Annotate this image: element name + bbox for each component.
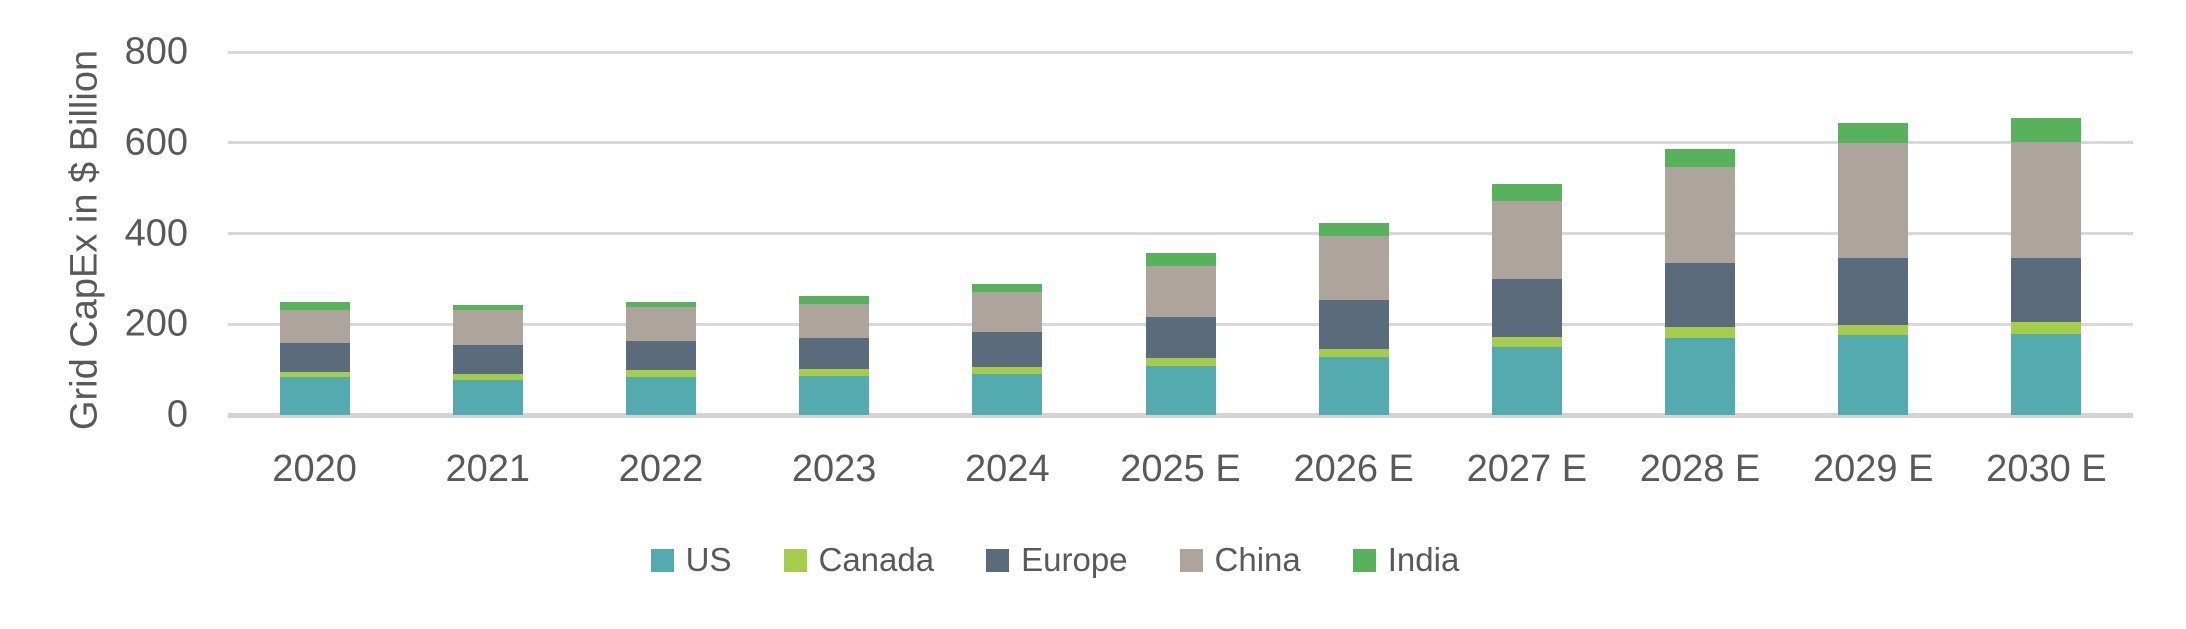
bar-segment-2023-india <box>799 295 870 304</box>
bar-segment-2020-us <box>279 377 350 415</box>
bar-segment-2029-e-europe <box>1838 258 1909 325</box>
bar-segment-2024-india <box>972 284 1043 293</box>
bar-segment-2023-canada <box>799 369 870 376</box>
bar-segment-2023-europe <box>799 337 870 370</box>
y-tick-label-400: 400 <box>124 212 188 254</box>
bar-segment-2020-china <box>279 309 350 344</box>
bar-segment-2028-e-europe <box>1665 262 1736 327</box>
x-tick-label-2023: 2023 <box>791 448 877 490</box>
bar-segment-2030-e-europe <box>2011 257 2082 323</box>
legend-item-europe: Europe <box>986 541 1128 579</box>
legend-item-canada: Canada <box>783 541 935 579</box>
bar-segment-2027-e-india <box>1491 184 1562 201</box>
bar-segment-2024-canada <box>972 367 1043 375</box>
bar-segment-2026-e-canada <box>1318 348 1389 357</box>
bar-segment-2022-europe <box>625 341 696 371</box>
x-axis-baseline <box>228 412 2133 418</box>
bar-segment-2027-e-europe <box>1491 279 1562 337</box>
bar-segment-2021-china <box>452 310 523 346</box>
legend-label-india: India <box>1387 541 1460 578</box>
legend-item-us: US <box>650 541 732 579</box>
x-tick-label-2030-e: 2030 E <box>1986 448 2107 490</box>
legend: US Canada Europe China India <box>0 541 2148 579</box>
x-tick-label-2022: 2022 <box>618 448 704 490</box>
bar-segment-2025-e-europe <box>1145 317 1216 358</box>
bar-segment-2020-india <box>279 302 350 310</box>
bar-segment-2029-e-canada <box>1838 324 1909 335</box>
bar-segment-2024-us <box>972 374 1043 415</box>
bar-segment-2029-e-india <box>1838 123 1909 144</box>
gridline-600 <box>228 141 2133 145</box>
bar-segment-2025-e-india <box>1145 253 1216 266</box>
legend-label-us: US <box>685 541 732 578</box>
bar-segment-2028-e-china <box>1665 166 1736 263</box>
y-tick-label-200: 200 <box>124 302 188 345</box>
y-tick-label-0: 0 <box>166 393 188 436</box>
bar-segment-2029-e-china <box>1838 143 1909 258</box>
x-tick-label-2021: 2021 <box>445 448 531 490</box>
bar-segment-2028-e-us <box>1665 337 1736 415</box>
y-tick-label-600: 600 <box>124 121 188 164</box>
bar-segment-2029-e-us <box>1838 334 1909 415</box>
bar-segment-2023-china <box>799 303 870 338</box>
bar-segment-2026-e-china <box>1318 235 1389 301</box>
legend-swatch-india <box>1352 548 1376 572</box>
bar-segment-2030-e-us <box>2011 333 2082 415</box>
bar-segment-2027-e-china <box>1491 200 1562 280</box>
bar-segment-2026-e-india <box>1318 222 1389 236</box>
bar-segment-2030-e-canada <box>2011 322 2082 334</box>
bar-segment-2025-e-canada <box>1145 357 1216 366</box>
bar-segment-2027-e-canada <box>1491 336 1562 347</box>
bar-segment-2020-canada <box>279 372 350 378</box>
legend-item-china: China <box>1179 541 1301 579</box>
bar-segment-2021-us <box>452 380 523 415</box>
gridline-400 <box>228 232 2133 235</box>
x-tick-label-2026-e: 2026 E <box>1293 448 1414 490</box>
bar-segment-2030-e-india <box>2011 117 2082 142</box>
bar-segment-2026-e-europe <box>1318 300 1389 349</box>
legend-label-europe: Europe <box>1021 541 1128 578</box>
bar-segment-2024-europe <box>972 331 1043 368</box>
x-tick-label-2029-e: 2029 E <box>1812 448 1934 490</box>
bar-segment-2022-china <box>625 306 696 342</box>
x-tick-label-2027-e: 2027 E <box>1466 448 1588 490</box>
x-tick-label-2025-e: 2025 E <box>1120 448 1241 490</box>
bar-segment-2025-e-us <box>1145 365 1216 415</box>
legend-item-india: India <box>1352 541 1460 579</box>
x-tick-label-2028-e: 2028 E <box>1639 448 1761 490</box>
bar-segment-2022-india <box>625 301 696 307</box>
legend-swatch-china <box>1179 548 1203 572</box>
legend-label-china: China <box>1214 541 1301 578</box>
x-tick-label-2024: 2024 <box>965 448 1050 490</box>
bar-segment-2021-india <box>452 304 523 311</box>
bar-segment-2028-e-india <box>1665 149 1736 167</box>
bar-segment-2024-china <box>972 292 1043 332</box>
bar-segment-2021-europe <box>452 345 523 375</box>
bar-segment-2027-e-us <box>1491 346 1562 415</box>
legend-label-canada: Canada <box>818 541 935 578</box>
bar-segment-2022-us <box>625 376 696 415</box>
bar-segment-2022-canada <box>625 370 696 377</box>
bar-segment-2030-e-china <box>2011 141 2082 258</box>
bar-segment-2020-europe <box>279 343 350 373</box>
bar-segment-2023-us <box>799 375 870 415</box>
bar-segment-2025-e-china <box>1145 265 1216 318</box>
bar-segment-2028-e-canada <box>1665 326 1736 338</box>
legend-swatch-us <box>650 548 674 572</box>
gridline-800 <box>228 50 2133 54</box>
bar-segment-2021-canada <box>452 374 523 381</box>
legend-swatch-canada <box>783 548 807 572</box>
x-tick-label-2020: 2020 <box>272 448 357 490</box>
bar-segment-2026-e-us <box>1318 356 1389 415</box>
y-tick-label-800: 800 <box>124 30 188 73</box>
legend-swatch-europe <box>986 548 1010 572</box>
